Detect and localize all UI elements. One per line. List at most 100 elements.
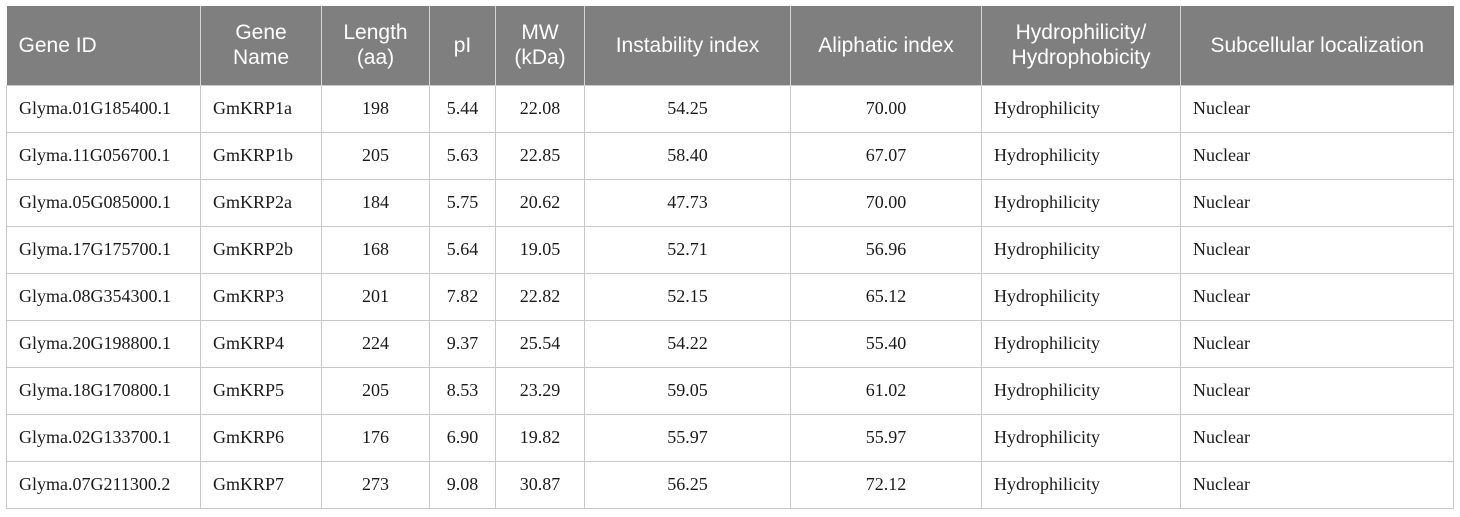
header-aliphatic-index-label: Aliphatic index xyxy=(818,33,954,57)
cell-gene-id: Glyma.20G198800.1 xyxy=(6,319,201,368)
header-length-line2: (aa) xyxy=(356,46,395,70)
header-mw-line2: (kDa) xyxy=(514,46,566,70)
cell-aliphatic-index: 70.00 xyxy=(790,178,982,227)
cell-instability-index: 54.25 xyxy=(584,84,791,133)
header-instability-index: Instability index xyxy=(584,6,791,85)
table-row: Glyma.20G198800.1 GmKRP4 224 9.37 25.54 54.22… xyxy=(6,319,1454,368)
cell-hydrophilicity: Hydrophilicity xyxy=(981,319,1181,368)
header-pi-label: pI xyxy=(453,33,472,57)
cell-subcellular-localization: Nuclear xyxy=(1180,178,1454,227)
cell-hydrophilicity: Hydrophilicity xyxy=(981,178,1181,227)
header-gene-name: Gene Name xyxy=(200,6,322,85)
cell-gene-id: Glyma.08G354300.1 xyxy=(6,272,201,321)
cell-mw: 23.29 xyxy=(495,366,585,415)
cell-length: 201 xyxy=(321,272,430,321)
table-row: Glyma.18G170800.1 GmKRP5 205 8.53 23.29 59.05… xyxy=(6,366,1454,415)
header-aliphatic-index: Aliphatic index xyxy=(790,6,982,85)
header-mw: MW (kDa) xyxy=(495,6,585,85)
cell-gene-name: GmKRP3 xyxy=(200,272,322,321)
cell-instability-index: 59.05 xyxy=(584,366,791,415)
header-length-line1: Length xyxy=(343,21,408,45)
cell-pi: 5.75 xyxy=(429,178,496,227)
cell-length: 205 xyxy=(321,131,430,180)
table-row: Glyma.07G211300.2 GmKRP7 273 9.08 30.87 56.25… xyxy=(6,460,1454,509)
cell-pi: 5.44 xyxy=(429,84,496,133)
table-row: Glyma.08G354300.1 GmKRP3 201 7.82 22.82 52.15… xyxy=(6,272,1454,321)
cell-mw: 22.08 xyxy=(495,84,585,133)
header-subcellular-localization: Subcellular localization xyxy=(1180,6,1454,85)
cell-instability-index: 47.73 xyxy=(584,178,791,227)
header-hydrophilicity-line2: Hydrophobicity xyxy=(1011,46,1151,70)
cell-length: 205 xyxy=(321,366,430,415)
cell-aliphatic-index: 61.02 xyxy=(790,366,982,415)
cell-gene-id: Glyma.01G185400.1 xyxy=(6,84,201,133)
cell-aliphatic-index: 65.12 xyxy=(790,272,982,321)
gene-properties-table: Gene ID Gene Name Length (aa) pI MW (kDa… xyxy=(6,6,1454,509)
cell-length: 184 xyxy=(321,178,430,227)
cell-gene-id: Glyma.05G085000.1 xyxy=(6,178,201,227)
cell-hydrophilicity: Hydrophilicity xyxy=(981,131,1181,180)
cell-instability-index: 54.22 xyxy=(584,319,791,368)
cell-pi: 9.08 xyxy=(429,460,496,509)
header-gene-id-label: Gene ID xyxy=(18,33,97,57)
cell-mw: 19.82 xyxy=(495,413,585,462)
cell-pi: 7.82 xyxy=(429,272,496,321)
table-header-row: Gene ID Gene Name Length (aa) pI MW (kDa… xyxy=(6,6,1454,85)
cell-aliphatic-index: 70.00 xyxy=(790,84,982,133)
cell-length: 224 xyxy=(321,319,430,368)
cell-gene-name: GmKRP5 xyxy=(200,366,322,415)
cell-subcellular-localization: Nuclear xyxy=(1180,131,1454,180)
cell-gene-id: Glyma.17G175700.1 xyxy=(6,225,201,274)
header-gene-id: Gene ID xyxy=(6,6,201,85)
gene-properties-table-container: Gene ID Gene Name Length (aa) pI MW (kDa… xyxy=(6,6,1454,509)
header-length: Length (aa) xyxy=(321,6,430,85)
cell-instability-index: 52.71 xyxy=(584,225,791,274)
cell-subcellular-localization: Nuclear xyxy=(1180,460,1454,509)
cell-hydrophilicity: Hydrophilicity xyxy=(981,272,1181,321)
cell-mw: 22.82 xyxy=(495,272,585,321)
header-instability-index-label: Instability index xyxy=(615,33,760,57)
cell-pi: 8.53 xyxy=(429,366,496,415)
cell-length: 168 xyxy=(321,225,430,274)
header-hydrophilicity-line1: Hydrophilicity/ xyxy=(1015,21,1147,45)
cell-length: 176 xyxy=(321,413,430,462)
cell-hydrophilicity: Hydrophilicity xyxy=(981,460,1181,509)
cell-gene-id: Glyma.07G211300.2 xyxy=(6,460,201,509)
cell-gene-id: Glyma.11G056700.1 xyxy=(6,131,201,180)
table-row: Glyma.01G185400.1 GmKRP1a 198 5.44 22.08 54.2… xyxy=(6,84,1454,133)
table-body: Glyma.01G185400.1 GmKRP1a 198 5.44 22.08 54.2… xyxy=(6,84,1454,509)
cell-instability-index: 56.25 xyxy=(584,460,791,509)
cell-aliphatic-index: 55.97 xyxy=(790,413,982,462)
header-mw-line1: MW xyxy=(521,21,559,45)
cell-gene-id: Glyma.18G170800.1 xyxy=(6,366,201,415)
cell-instability-index: 58.40 xyxy=(584,131,791,180)
cell-instability-index: 52.15 xyxy=(584,272,791,321)
cell-subcellular-localization: Nuclear xyxy=(1180,413,1454,462)
cell-pi: 6.90 xyxy=(429,413,496,462)
cell-hydrophilicity: Hydrophilicity xyxy=(981,366,1181,415)
cell-subcellular-localization: Nuclear xyxy=(1180,272,1454,321)
cell-mw: 19.05 xyxy=(495,225,585,274)
header-pi: pI xyxy=(429,6,496,85)
cell-mw: 22.85 xyxy=(495,131,585,180)
cell-hydrophilicity: Hydrophilicity xyxy=(981,413,1181,462)
table-row: Glyma.02G133700.1 GmKRP6 176 6.90 19.82 55.97… xyxy=(6,413,1454,462)
cell-gene-name: GmKRP4 xyxy=(200,319,322,368)
cell-subcellular-localization: Nuclear xyxy=(1180,225,1454,274)
header-gene-name-line2: Name xyxy=(232,46,290,70)
cell-gene-name: GmKRP2b xyxy=(200,225,322,274)
cell-pi: 5.64 xyxy=(429,225,496,274)
header-subcellular-localization-label: Subcellular localization xyxy=(1210,33,1425,57)
header-hydrophilicity: Hydrophilicity/ Hydrophobicity xyxy=(981,6,1181,85)
cell-gene-name: GmKRP6 xyxy=(200,413,322,462)
cell-subcellular-localization: Nuclear xyxy=(1180,366,1454,415)
cell-length: 198 xyxy=(321,84,430,133)
cell-aliphatic-index: 56.96 xyxy=(790,225,982,274)
table-row: Glyma.05G085000.1 GmKRP2a 184 5.75 20.62 47.7… xyxy=(6,178,1454,227)
cell-gene-name: GmKRP1a xyxy=(200,84,322,133)
cell-gene-name: GmKRP7 xyxy=(200,460,322,509)
cell-instability-index: 55.97 xyxy=(584,413,791,462)
cell-length: 273 xyxy=(321,460,430,509)
header-gene-name-line1: Gene xyxy=(235,21,287,45)
cell-pi: 9.37 xyxy=(429,319,496,368)
